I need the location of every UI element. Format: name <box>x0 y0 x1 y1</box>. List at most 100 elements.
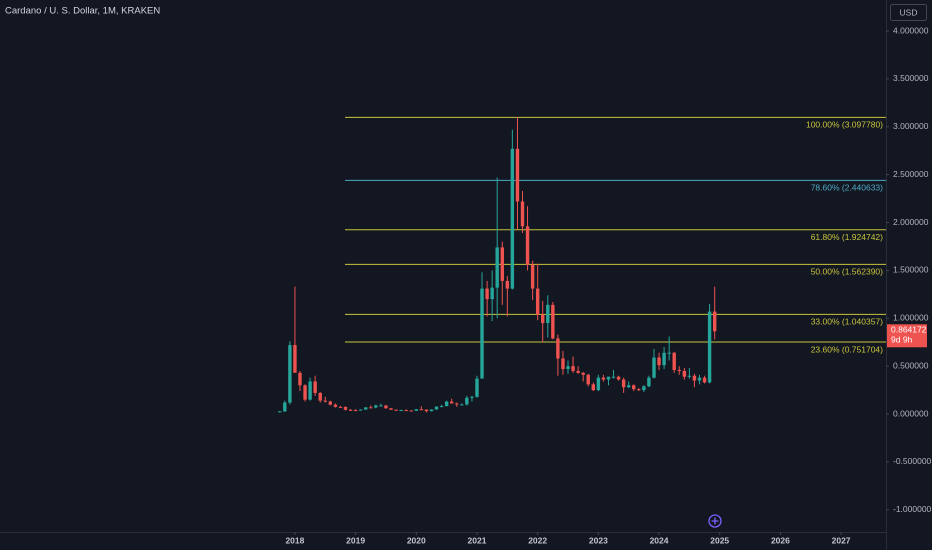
replay-icon[interactable] <box>708 514 722 528</box>
candle-body <box>343 406 348 410</box>
candle-body <box>515 148 520 202</box>
candle-body <box>318 392 322 401</box>
candle-body <box>480 288 484 379</box>
y-tick-label: -1.000000 <box>893 504 932 514</box>
candle-body <box>283 402 287 412</box>
candle-body <box>677 369 681 371</box>
candle-body <box>657 357 661 366</box>
y-tick-label: 0.000000 <box>893 408 929 418</box>
candle-body <box>495 247 499 288</box>
price-tag <box>887 324 927 348</box>
candle-body <box>702 377 707 383</box>
candle-body <box>465 397 469 405</box>
x-tick-label: 2024 <box>650 535 669 545</box>
y-tick-label: 1.000000 <box>893 313 929 323</box>
y-tick-label: 0.500000 <box>893 360 929 370</box>
candle-body <box>460 404 464 406</box>
candle-body <box>439 406 444 408</box>
candle-body <box>642 386 646 391</box>
candle-body <box>546 304 550 324</box>
candle-body <box>399 410 403 412</box>
candle-body <box>662 352 666 366</box>
candle-body <box>682 370 687 377</box>
candle-body <box>333 404 338 407</box>
candle-body <box>414 409 418 411</box>
candle-body <box>288 345 292 403</box>
y-tick-label: 1.500000 <box>893 265 929 275</box>
candle-body <box>328 401 333 405</box>
candle-body <box>525 226 530 265</box>
candle-body <box>667 352 671 354</box>
x-tick-label: 2022 <box>528 535 547 545</box>
y-tick-label: 2.000000 <box>893 217 929 227</box>
candle-body <box>687 375 692 377</box>
currency-label[interactable]: USD <box>900 7 918 17</box>
candle-body <box>455 403 459 405</box>
candle-body <box>429 409 434 412</box>
candle-body <box>353 410 358 412</box>
candle-body <box>530 264 535 289</box>
candle-body <box>358 409 363 411</box>
candle-body <box>652 357 656 378</box>
fib-label: 50.00% (1.562390) <box>811 267 883 277</box>
candle-body <box>566 366 570 370</box>
candle-body <box>581 372 585 375</box>
candle-body <box>672 352 676 370</box>
fib-label: 33.00% (1.040357) <box>811 317 883 327</box>
y-tick-label: 2.500000 <box>893 169 929 179</box>
candle-body <box>601 377 606 380</box>
chart-title: Cardano / U. S. Dollar, 1M, KRAKEN <box>5 6 160 17</box>
candle-body <box>697 377 702 381</box>
candle-body <box>419 409 424 411</box>
candle-body <box>389 408 393 410</box>
candle-body <box>444 401 449 407</box>
fib-label: 61.80% (1.924742) <box>811 232 883 242</box>
candle-body <box>586 374 590 385</box>
candle-body <box>485 288 489 300</box>
candle-body <box>535 288 540 315</box>
candle-body <box>475 378 479 397</box>
x-tick-label: 2020 <box>407 535 426 545</box>
candle-body <box>626 385 631 388</box>
candle-body <box>278 411 282 413</box>
candle-body <box>510 148 515 289</box>
candle-body <box>409 410 413 412</box>
candle-body <box>591 384 596 391</box>
y-tick-label: 3.500000 <box>893 73 929 83</box>
icon-plus[interactable] <box>711 517 719 525</box>
x-tick-label: 2021 <box>468 535 487 545</box>
x-tick-label: 2019 <box>346 535 365 545</box>
x-tick-label: 2023 <box>589 535 608 545</box>
x-tick-label: 2026 <box>771 535 790 545</box>
candle-body <box>449 401 454 404</box>
countdown-label: 9d 9h <box>891 335 913 345</box>
candle-body <box>712 311 717 332</box>
candle-body <box>490 287 494 300</box>
y-tick-label: -0.500000 <box>893 456 932 466</box>
candle-body <box>576 370 580 373</box>
candle-body <box>520 201 525 227</box>
currency-box[interactable] <box>890 4 927 21</box>
candle-body <box>707 311 712 383</box>
candle-body <box>505 280 510 289</box>
candle-body <box>404 410 408 412</box>
candle-body <box>571 366 575 371</box>
fib-label: 78.60% (2.440633) <box>811 183 883 193</box>
candle-body <box>692 375 697 381</box>
candle-body <box>303 385 307 400</box>
y-tick-label: 3.000000 <box>893 121 929 131</box>
candle-body <box>308 381 312 400</box>
icon-circle[interactable] <box>708 514 722 528</box>
candle-body <box>364 407 368 410</box>
candle-body <box>424 409 429 412</box>
candle-body <box>551 304 555 339</box>
candle-body <box>606 376 611 380</box>
fib-label: 100.00% (3.097780) <box>806 120 883 130</box>
candle-body <box>621 379 626 388</box>
candle-body <box>348 409 353 411</box>
candle-body <box>374 405 378 408</box>
x-tick-label: 2027 <box>832 535 851 545</box>
candle-body <box>611 376 616 378</box>
candle-body <box>637 389 641 391</box>
candle-body <box>596 377 601 391</box>
